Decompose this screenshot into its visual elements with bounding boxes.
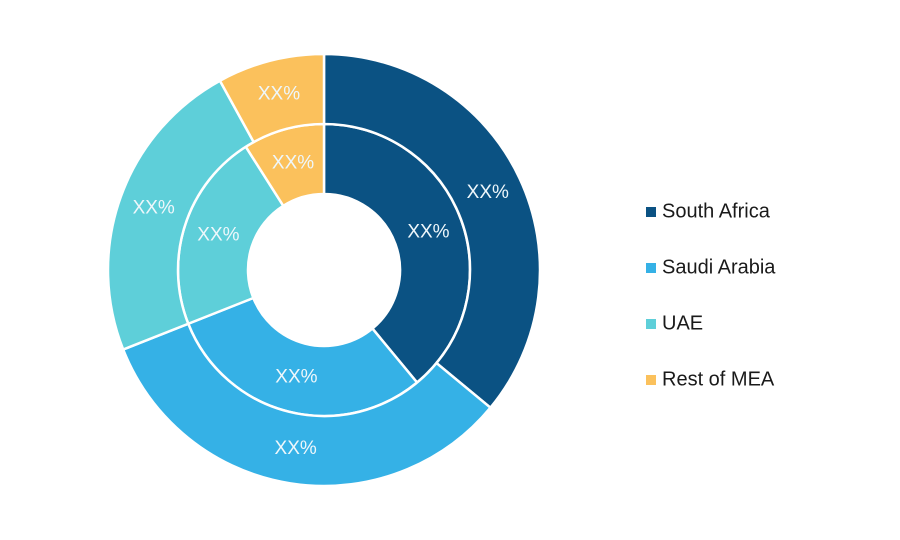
data-label: XX% <box>258 84 300 105</box>
legend-label: Saudi Arabia <box>662 256 776 278</box>
legend-label: South Africa <box>662 200 771 222</box>
donut-segment <box>322 52 542 410</box>
legend-label: UAE <box>662 312 703 334</box>
legend-swatch <box>646 319 656 329</box>
donut-segment <box>218 52 326 144</box>
legend-swatch <box>646 263 656 273</box>
legend-swatch <box>646 375 656 385</box>
data-label: XX% <box>197 225 239 246</box>
data-label: XX% <box>275 438 317 459</box>
data-label: XX% <box>272 152 314 173</box>
legend-label: Rest of MEA <box>662 368 775 390</box>
data-label: XX% <box>467 182 509 203</box>
donut-segment <box>121 322 493 488</box>
data-label: XX% <box>407 221 449 242</box>
legend-swatch <box>646 207 656 217</box>
data-label: XX% <box>275 367 317 388</box>
data-label: XX% <box>133 198 175 219</box>
donut-segment <box>106 79 256 352</box>
